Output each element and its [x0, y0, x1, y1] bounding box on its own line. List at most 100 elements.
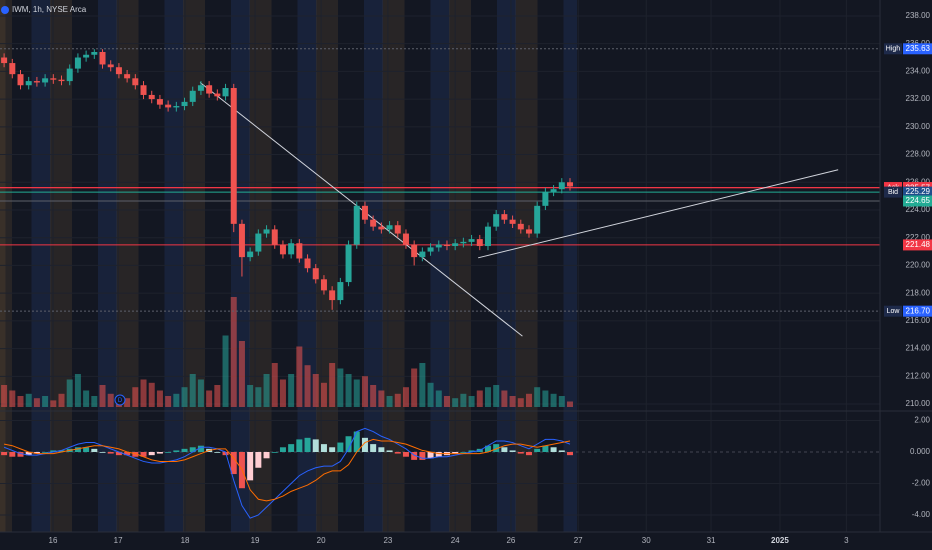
- volume-bar: [107, 393, 114, 407]
- candle-body: [345, 244, 352, 283]
- volume-bar: [509, 396, 516, 407]
- volume-bar: [542, 390, 549, 407]
- candle-body: [312, 268, 319, 280]
- volume-bar: [296, 346, 303, 407]
- volume-bar: [460, 393, 467, 407]
- price-tag-name-bg: [884, 43, 902, 55]
- volume-bar: [443, 396, 450, 407]
- histogram-bar: [320, 444, 327, 452]
- volume-bar: [493, 385, 500, 407]
- price-axis-bg: [880, 0, 932, 550]
- histogram-bar: [566, 452, 573, 456]
- histogram-bar: [107, 452, 114, 454]
- histogram-bar: [214, 452, 221, 453]
- volume-bar: [558, 396, 565, 407]
- volume-bar: [288, 374, 295, 407]
- volume-bar: [132, 387, 139, 407]
- volume-bar: [329, 363, 336, 407]
- candle-body: [107, 64, 114, 68]
- x-tick-label: 23: [383, 536, 392, 545]
- session-band: [364, 0, 383, 532]
- volume-bar: [501, 390, 508, 407]
- candle-body: [206, 85, 213, 94]
- histogram-bar: [140, 452, 147, 457]
- candle-body: [99, 51, 106, 65]
- candle-body: [222, 88, 229, 97]
- candle-body: [558, 182, 565, 190]
- histogram-bar: [9, 452, 16, 457]
- volume-bar: [74, 374, 81, 407]
- y-tick-label: 224.00: [906, 205, 931, 214]
- volume-bar: [238, 341, 245, 407]
- y-tick-label: 238.00: [906, 11, 931, 20]
- y-tick-label: 228.00: [906, 150, 931, 159]
- y-tick-label: 218.00: [906, 288, 931, 297]
- candle-body: [124, 74, 131, 79]
- volume-bar: [189, 374, 196, 407]
- volume-bar: [484, 387, 491, 407]
- histogram-bar: [181, 448, 188, 452]
- histogram-bar: [435, 452, 442, 457]
- histogram-bar: [91, 448, 98, 452]
- volume-bar: [206, 390, 213, 407]
- histogram-bar: [402, 452, 409, 457]
- volume-bar: [91, 396, 98, 407]
- volume-bar: [1, 385, 8, 407]
- candle-body: [361, 205, 368, 220]
- histogram-bar: [296, 439, 303, 452]
- volume-bar: [33, 398, 40, 407]
- candle-body: [394, 225, 401, 234]
- histogram-bar: [361, 437, 368, 452]
- histogram-bar: [534, 448, 541, 452]
- histogram-bar: [419, 452, 426, 460]
- y2-tick-label: -2.00: [912, 479, 931, 488]
- histogram-bar: [132, 452, 139, 457]
- histogram-bar: [50, 450, 57, 452]
- volume-bar: [279, 379, 286, 407]
- histogram-bar: [337, 442, 344, 452]
- histogram-bar: [156, 452, 163, 454]
- candle-body: [83, 54, 90, 58]
- y-tick-label: 234.00: [906, 66, 931, 75]
- histogram-bar: [493, 444, 500, 452]
- histogram-bar: [427, 452, 434, 459]
- histogram-bar: [165, 452, 172, 453]
- volume-bar: [66, 379, 73, 407]
- histogram-bar: [115, 452, 122, 456]
- candle-body: [1, 57, 8, 64]
- candle-body: [304, 258, 311, 269]
- histogram-bar: [460, 452, 467, 453]
- session-band: [50, 0, 72, 532]
- histogram-bar: [83, 447, 90, 452]
- volume-bar: [230, 297, 237, 407]
- candle-body: [566, 182, 573, 187]
- candle-body: [550, 189, 557, 192]
- volume-bar: [402, 387, 409, 407]
- histogram-bar: [173, 450, 180, 452]
- y-tick-label: 216.00: [906, 316, 931, 325]
- x-tick-label: 30: [642, 536, 651, 545]
- histogram-bar: [525, 452, 532, 456]
- price-tag-value: 224.65: [906, 196, 931, 205]
- candle-body: [419, 251, 426, 258]
- candle-body: [148, 94, 155, 100]
- candle-body: [74, 57, 81, 69]
- chart-title: IWM, 1h, NYSE Arca: [12, 5, 87, 14]
- y-tick-label: 220.00: [906, 261, 931, 270]
- y2-tick-label: 2.00: [914, 416, 930, 425]
- volume-bar: [419, 363, 426, 407]
- histogram-bar: [468, 450, 475, 452]
- candle-body: [435, 244, 442, 248]
- grid: [0, 0, 880, 532]
- volume-bar: [550, 393, 557, 407]
- x-tick-label: 26: [506, 536, 515, 545]
- trendline: [199, 82, 523, 337]
- histogram-bar: [378, 447, 385, 452]
- histogram-bar: [42, 452, 49, 453]
- histogram-bar: [558, 450, 565, 452]
- histogram-bar: [542, 445, 549, 452]
- y2-tick-label: -4.00: [912, 510, 931, 519]
- dividend-marker[interactable]: [114, 394, 126, 406]
